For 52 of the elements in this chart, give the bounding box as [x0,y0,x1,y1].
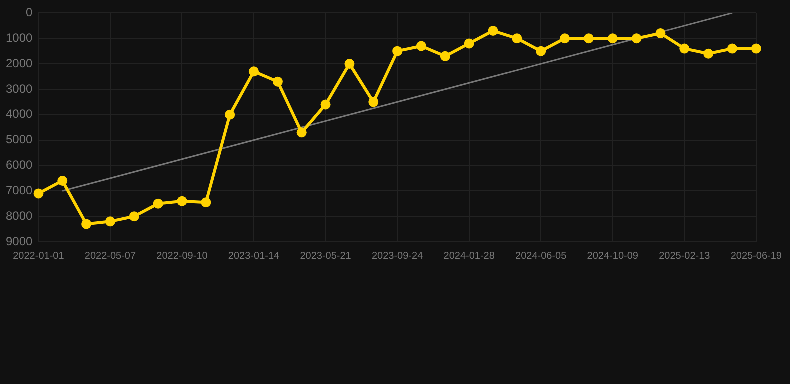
x-tick-label: 2022-01-01 [13,250,65,262]
x-tick-label: 2024-06-05 [516,250,568,262]
y-tick-label: 3000 [6,82,34,96]
point [344,59,355,70]
x-tick-label: 2025-02-13 [659,250,711,262]
y-tick-label: 9000 [6,234,34,248]
x-tick-label: 2023-01-14 [228,250,280,262]
point [320,100,331,110]
y-tick-label: 8000 [6,208,34,223]
x-tick-label: 2025-06-19 [730,250,782,262]
point [416,41,426,52]
point [272,76,283,87]
x-tick-label: 2022-05-07 [84,250,136,262]
point [512,34,522,44]
y-tick-label: 2000 [6,56,34,70]
point [368,97,379,108]
point [488,26,498,36]
point [656,28,666,39]
point [105,216,116,227]
point [632,34,642,44]
point [680,44,690,54]
y-tick-label: 6000 [6,158,34,172]
x-tick-label: 2023-09-24 [372,250,424,262]
point [58,176,68,186]
y-tick-label: 0 [26,6,34,20]
point [296,128,307,138]
point [392,46,403,56]
y-tick-label: 5000 [6,132,34,147]
point [129,212,140,222]
point [464,38,474,49]
point [751,44,762,54]
point [153,198,164,209]
x-tick-label: 2024-01-28 [444,250,496,262]
point [34,188,44,199]
point [704,48,714,59]
y-tick-label: 1000 [6,30,34,45]
point [82,219,92,230]
y-tick-label: 4000 [6,107,34,122]
point [249,66,260,77]
x-tick-label: 2023-05-21 [300,250,352,262]
point [608,34,618,44]
point [728,44,738,54]
point [536,46,546,56]
y-tick-label: 7000 [6,183,34,198]
point [560,34,570,44]
x-tick-label: 2024-10-09 [587,250,639,262]
point [201,198,212,208]
point [225,110,236,120]
point [584,34,594,44]
point [440,51,450,62]
x-tick-label: 2022-09-10 [156,250,208,262]
point [177,196,188,206]
